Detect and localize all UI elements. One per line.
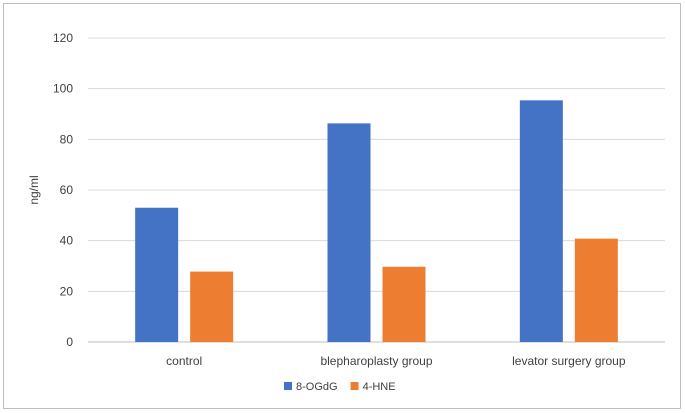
y-tick-label: 100 bbox=[53, 82, 73, 96]
bar-4-hne-0 bbox=[190, 271, 234, 342]
legend-label: 8-OGdG bbox=[296, 381, 338, 393]
bar-8-ogdg-1 bbox=[327, 123, 371, 342]
y-tick-label: 60 bbox=[60, 183, 74, 197]
bars bbox=[135, 100, 618, 342]
legend-swatch bbox=[284, 382, 292, 390]
bar-8-ogdg-2 bbox=[519, 100, 563, 342]
y-tick-label: 0 bbox=[66, 335, 73, 349]
bar-8-ogdg-0 bbox=[135, 207, 179, 342]
x-tick-label: blepharoplasty group bbox=[320, 354, 432, 368]
y-axis-ticks: 0 20 40 60 80 100 120 bbox=[53, 31, 73, 349]
legend-label: 4-HNE bbox=[363, 381, 396, 393]
legend: 8-OGdG 4-HNE bbox=[284, 381, 396, 393]
bar-4-hne-2 bbox=[574, 238, 618, 342]
x-axis-ticks: control blepharoplasty group levator surge… bbox=[166, 354, 626, 368]
legend-swatch bbox=[350, 382, 359, 390]
x-tick-label: levator surgery group bbox=[512, 354, 626, 368]
y-axis-title: ng/ml bbox=[27, 175, 41, 204]
bar-4-hne-1 bbox=[382, 266, 426, 342]
y-tick-label: 80 bbox=[60, 132, 74, 146]
x-tick-label: control bbox=[166, 354, 202, 368]
gridlines bbox=[88, 37, 665, 343]
y-tick-label: 20 bbox=[60, 284, 74, 298]
y-tick-label: 120 bbox=[53, 31, 73, 45]
y-tick-label: 40 bbox=[60, 234, 74, 248]
